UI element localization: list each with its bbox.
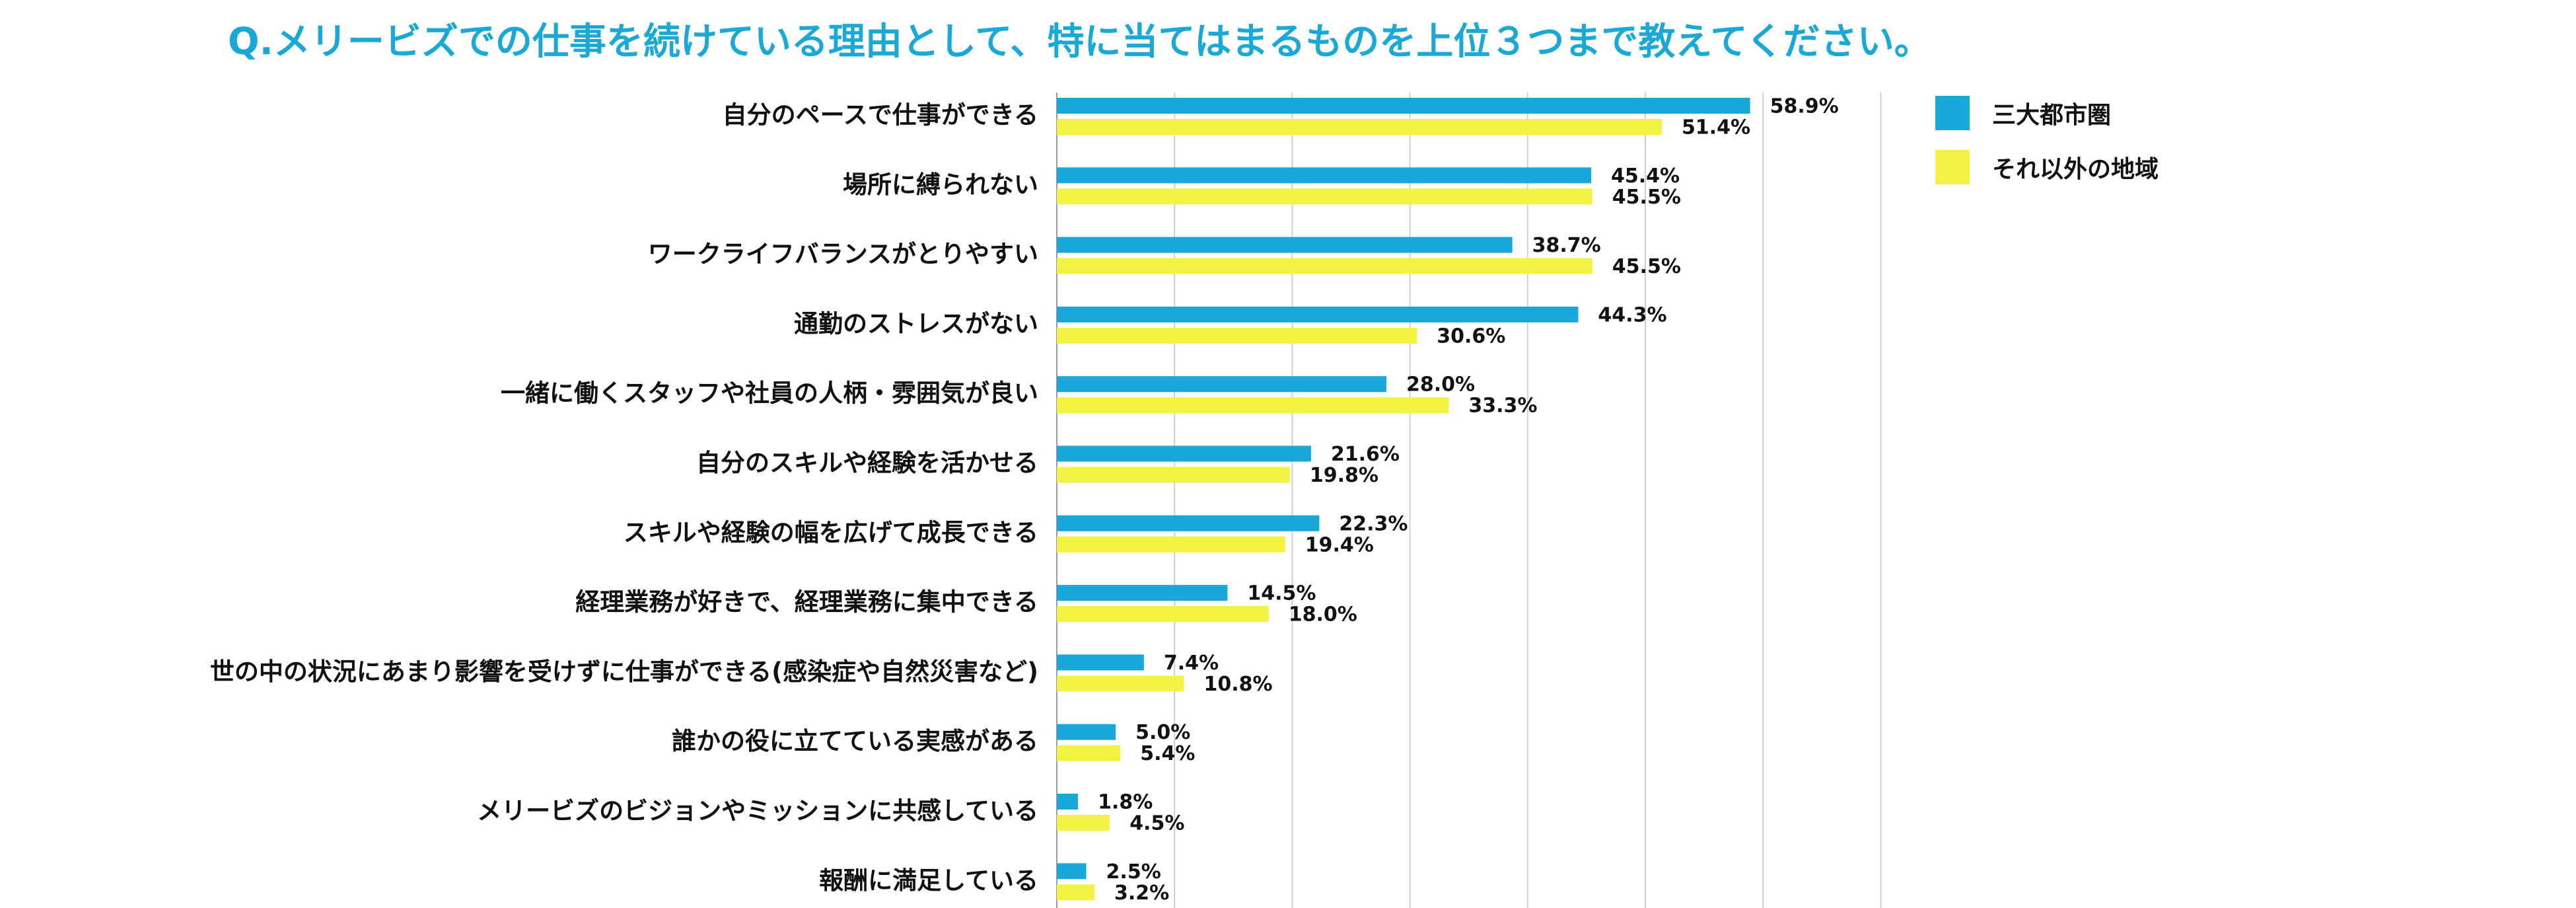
category-label: 一緒に働くスタッフや社員の人柄・雰囲気が良い	[501, 379, 1038, 408]
bar-series-2	[1057, 119, 1662, 135]
data-label: 5.0%	[1135, 721, 1190, 744]
bar-series-1	[1057, 445, 1311, 462]
data-label: 19.8%	[1310, 464, 1378, 487]
data-label: 19.4%	[1305, 533, 1374, 556]
bar-series-2	[1057, 467, 1290, 483]
data-label: 14.5%	[1247, 582, 1316, 605]
data-label: 2.5%	[1106, 860, 1161, 884]
bar-series-2	[1057, 327, 1417, 344]
legend: 三大都市圏 それ以外の地域	[1935, 96, 2159, 204]
legend-item-series-2: それ以外の地域	[1935, 150, 2159, 184]
bar-series-2	[1057, 536, 1285, 552]
bar-series-2	[1057, 188, 1592, 205]
data-label: 5.4%	[1140, 742, 1195, 765]
legend-swatch-series-2	[1935, 150, 1970, 184]
data-label: 28.0%	[1406, 373, 1475, 397]
data-label: 30.6%	[1437, 324, 1505, 348]
bar-series-1	[1057, 306, 1579, 322]
bar-series-2	[1057, 606, 1269, 623]
data-label: 44.3%	[1598, 303, 1666, 326]
bar-series-1	[1057, 654, 1144, 671]
data-label: 45.5%	[1612, 255, 1681, 278]
bar-series-2	[1057, 258, 1592, 274]
bar-series-1	[1057, 724, 1116, 740]
data-label: 33.3%	[1468, 395, 1537, 418]
category-label: 通勤のストレスがない	[794, 309, 1038, 338]
bar-series-2	[1057, 884, 1095, 901]
bar-series-2	[1057, 745, 1121, 761]
data-label: 18.0%	[1289, 603, 1357, 626]
bar-series-2	[1057, 815, 1110, 831]
category-label: 場所に縛られない	[843, 170, 1038, 199]
bar-series-1	[1057, 98, 1750, 114]
legend-label-series-1: 三大都市圏	[1992, 102, 2112, 129]
data-label: 45.4%	[1611, 165, 1680, 188]
bar-series-1	[1057, 794, 1079, 810]
data-label: 1.8%	[1098, 791, 1153, 814]
category-label: 経理業務が好きで、経理業務に集中できる	[575, 588, 1038, 617]
bar-series-1	[1057, 585, 1228, 601]
bar-series-2	[1057, 675, 1184, 692]
legend-item-series-1: 三大都市圏	[1935, 96, 2159, 130]
data-label: 3.2%	[1114, 882, 1169, 905]
bar-series-1	[1057, 237, 1513, 253]
legend-swatch-series-1	[1935, 96, 1970, 130]
data-label: 38.7%	[1532, 234, 1601, 257]
data-label: 45.5%	[1612, 186, 1681, 209]
chart-title: Q.メリービズでの仕事を続けている理由として、特に当てはまるものを上位３つまで教…	[228, 20, 1931, 63]
category-label: 誰かの役に立てている実感がある	[672, 727, 1038, 755]
bar-series-1	[1057, 376, 1386, 393]
data-label: 7.4%	[1164, 652, 1219, 675]
bar-series-1	[1057, 515, 1320, 531]
category-label: 自分のスキルや経験を活かせる	[696, 449, 1038, 477]
legend-label-series-2: それ以外の地域	[1992, 156, 2159, 183]
category-label: 報酬に満足している	[819, 866, 1038, 895]
data-label: 4.5%	[1129, 812, 1184, 835]
category-label: スキルや経験の幅を広げて成長できる	[624, 518, 1038, 547]
category-label: 自分のペースで仕事ができる	[723, 101, 1038, 130]
bar-series-1	[1057, 863, 1087, 880]
data-label: 21.6%	[1331, 443, 1400, 466]
category-label: 世の中の状況にあまり影響を受けずに仕事ができる(感染症や自然災害など)	[210, 658, 1038, 686]
data-label: 10.8%	[1203, 673, 1272, 696]
bar-series-1	[1057, 167, 1592, 184]
data-label: 22.3%	[1339, 512, 1408, 535]
data-label: 51.4%	[1682, 116, 1750, 139]
category-label: メリービズのビジョンやミッションに共感している	[477, 797, 1038, 825]
category-label: ワークライフバランスがとりやすい	[648, 240, 1038, 268]
bar-series-2	[1057, 397, 1449, 414]
data-label: 58.9%	[1770, 95, 1839, 118]
